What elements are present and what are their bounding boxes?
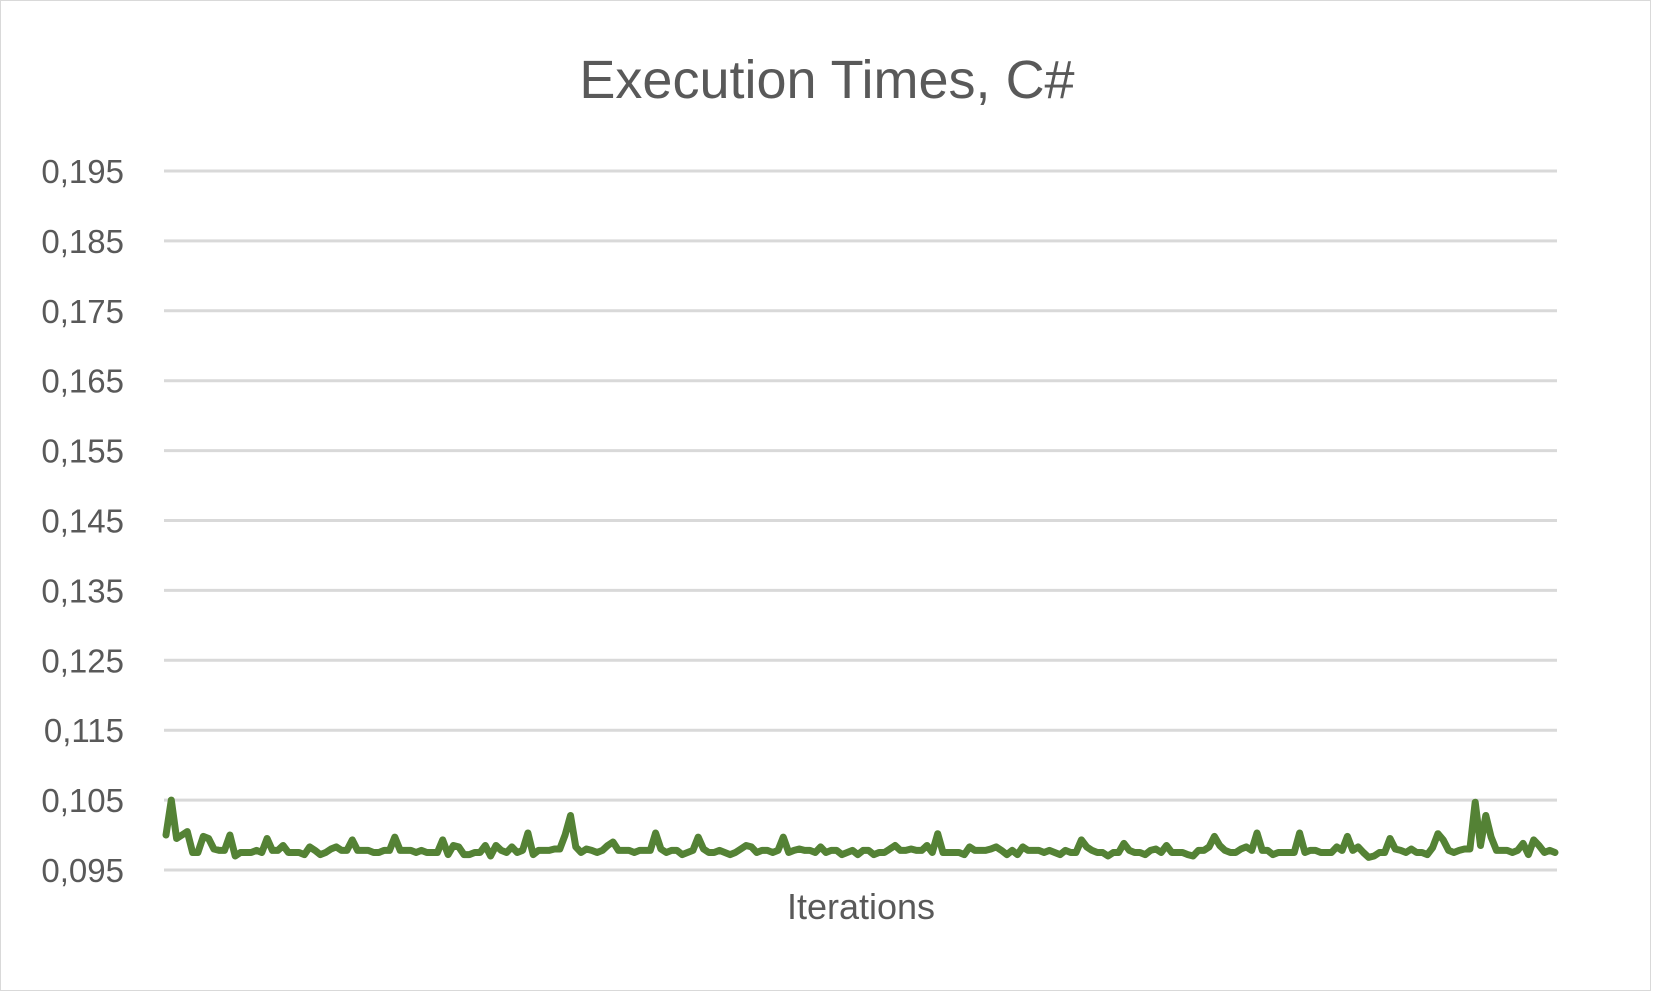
y-axis-ticks: 0,195 0,185 0,175 0,165 0,155 0,145 0,135 0,125…: [41, 153, 124, 889]
y-tick-label: 0,155: [41, 433, 124, 470]
y-tick-label: 0,185: [41, 223, 124, 260]
y-tick-label: 0,105: [41, 782, 124, 819]
y-tick-label: 0,115: [44, 712, 124, 749]
series-line: [162, 796, 1559, 861]
x-axis-title: Iterations: [787, 886, 935, 927]
y-tick-label: 0,175: [41, 293, 124, 330]
y-tick-label: 0,195: [41, 153, 124, 190]
y-tick-label: 0,095: [41, 852, 124, 889]
gridlines: [164, 169, 1557, 872]
y-tick-label: 0,135: [41, 572, 124, 609]
chart-title: Execution Times, C#: [579, 50, 1074, 110]
y-tick-label: 0,145: [41, 503, 124, 540]
y-tick-label: 0,125: [41, 642, 124, 679]
y-tick-label: 0,165: [41, 363, 124, 400]
